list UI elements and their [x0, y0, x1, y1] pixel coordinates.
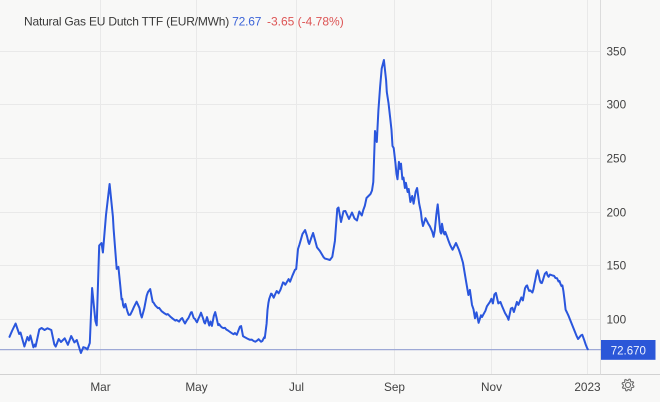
svg-text:2023: 2023	[574, 380, 601, 394]
svg-text:100: 100	[607, 312, 627, 326]
svg-text:Jul: Jul	[289, 380, 304, 394]
svg-text:350: 350	[607, 44, 627, 58]
svg-text:Nov: Nov	[481, 380, 502, 394]
svg-text:72.670: 72.670	[611, 345, 646, 357]
svg-text:May: May	[185, 380, 207, 394]
svg-text:250: 250	[607, 151, 627, 165]
svg-text:200: 200	[607, 205, 627, 219]
svg-text:Mar: Mar	[90, 380, 110, 394]
svg-text:300: 300	[607, 97, 627, 111]
svg-text:150: 150	[607, 258, 627, 272]
svg-text:Natural Gas EU Dutch TTF (EUR/: Natural Gas EU Dutch TTF (EUR/MWh) 72.67…	[24, 15, 344, 29]
svg-text:Sep: Sep	[384, 380, 405, 394]
